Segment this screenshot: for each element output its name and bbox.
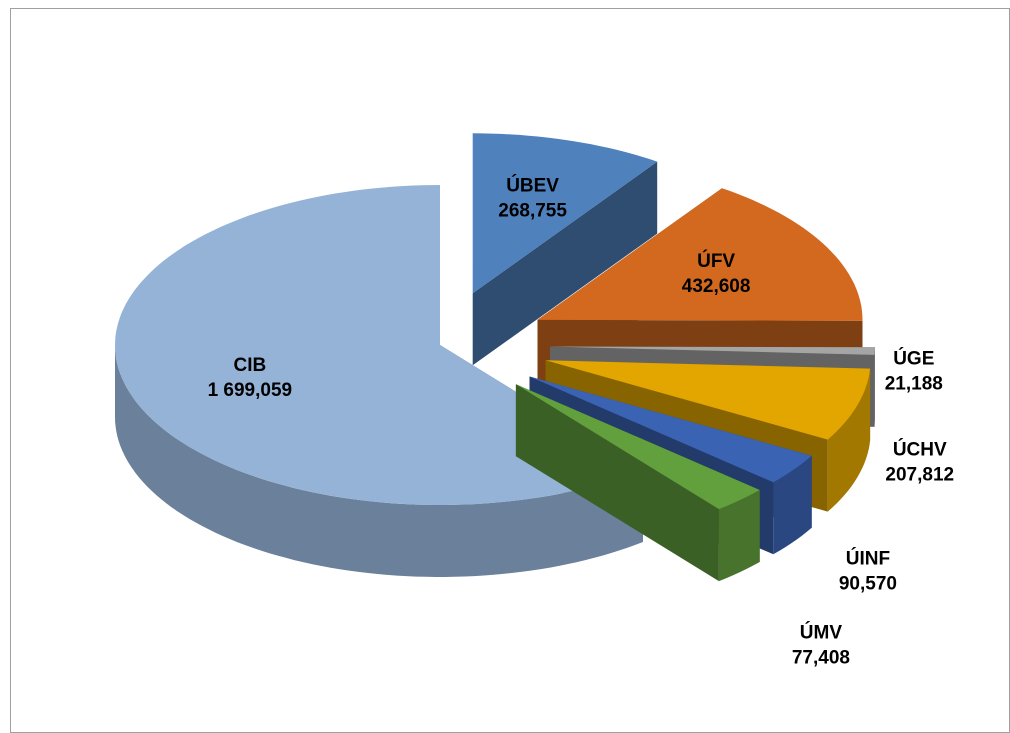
slice <box>115 185 643 505</box>
slice-label: ÚCHV <box>893 438 947 460</box>
slice-wall <box>115 345 643 577</box>
slice-value-label: 1 699,059 <box>208 380 293 401</box>
slice <box>529 376 812 483</box>
slice-wall <box>874 347 875 427</box>
slice-value-label: 207,812 <box>885 464 954 485</box>
slice <box>537 188 863 321</box>
slice-side <box>472 161 658 366</box>
slice <box>545 360 871 440</box>
slice-label: ÚMV <box>800 622 843 644</box>
slice-label: ÚFV <box>697 250 735 272</box>
slice-wall <box>827 368 871 512</box>
slice-wall <box>718 490 760 582</box>
slice-value-label: 432,608 <box>682 276 751 297</box>
slice-value-label: 77,408 <box>792 648 850 669</box>
slice-wall <box>773 455 812 555</box>
slice-side <box>515 384 719 582</box>
slice <box>472 133 658 294</box>
slice-label: CIB <box>233 355 266 376</box>
slice-value-label: 268,755 <box>498 201 567 222</box>
slice-value-label: 90,570 <box>839 574 897 595</box>
slice <box>550 346 875 355</box>
slice-label: ÚBEV <box>506 175 559 197</box>
slice-label: ÚINF <box>846 548 890 570</box>
slice-label: ÚGE <box>893 348 934 370</box>
slice-value-label: 21,188 <box>885 374 943 395</box>
slice <box>515 384 760 510</box>
